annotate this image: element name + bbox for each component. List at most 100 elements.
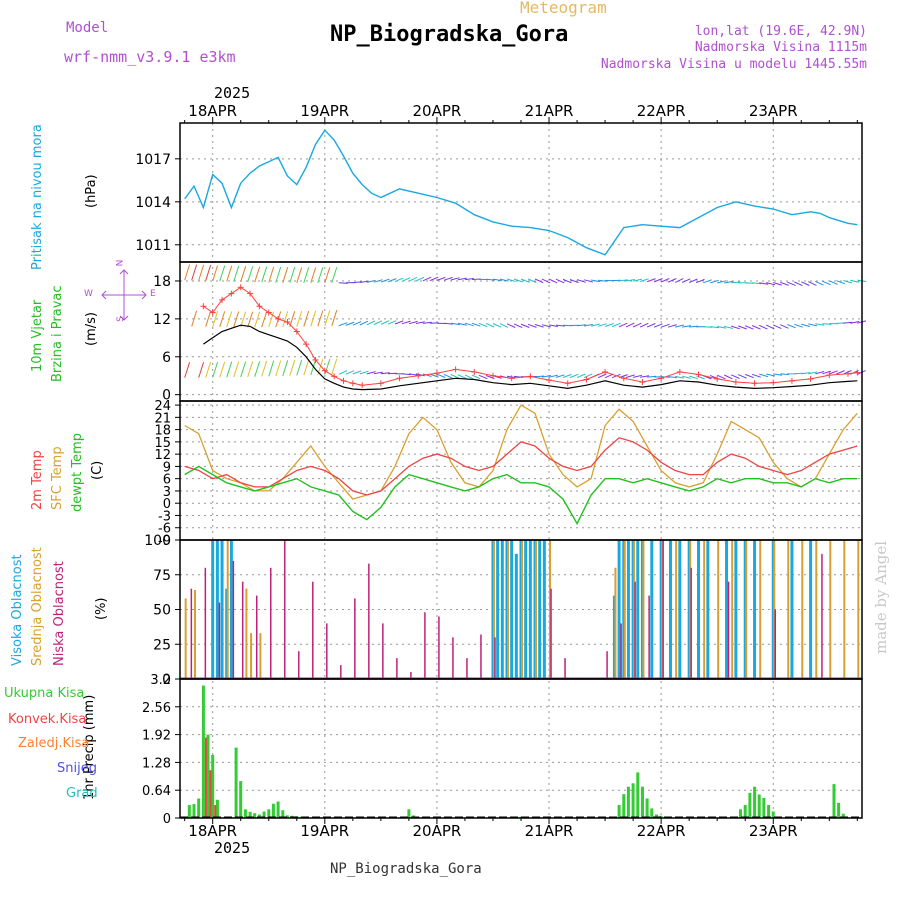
cloud-ytick-label: 100 xyxy=(144,533,171,549)
wind-ytick-label: 6 xyxy=(162,350,171,366)
wind-arrow xyxy=(387,278,397,283)
wind-arrow xyxy=(660,323,670,328)
wind-arrow xyxy=(541,278,551,284)
precip-ytick-label: 1.92 xyxy=(142,729,171,744)
wind-arrow xyxy=(667,324,677,328)
date-label-bottom: 19APR xyxy=(300,822,349,840)
wind-arrow xyxy=(422,276,432,282)
wind-arrow xyxy=(590,323,600,327)
wind-arrow xyxy=(464,278,474,281)
wind-arrow xyxy=(464,374,474,380)
wind-arrow xyxy=(577,324,587,327)
wind-arrow xyxy=(815,323,825,326)
wind-arrow xyxy=(401,277,411,282)
wind-gust-markers xyxy=(200,284,861,389)
wind-arrow xyxy=(331,358,338,375)
wind-arrow xyxy=(829,280,838,285)
wind-arrow xyxy=(275,266,282,283)
precip-convective-bar xyxy=(204,737,207,818)
precip-total-bar xyxy=(631,783,635,819)
wind-arrow xyxy=(282,311,289,328)
wind-arrow xyxy=(226,265,233,282)
wind-arrow xyxy=(710,326,720,329)
wind-arrow xyxy=(219,265,226,282)
wind-arrow xyxy=(436,276,446,281)
wind-arrow xyxy=(723,374,733,380)
wind-arrow xyxy=(408,373,418,376)
cloud-series-1 xyxy=(184,540,860,679)
wind-arrow xyxy=(646,323,656,328)
wind-arrow xyxy=(794,323,803,328)
wind-arrow xyxy=(520,278,530,283)
precip-total-bar xyxy=(206,734,210,818)
wind-arrow xyxy=(646,278,656,283)
temp-2m-line xyxy=(184,437,858,496)
wind-arrow xyxy=(548,278,558,284)
wind-arrow xyxy=(801,372,811,375)
wind-arrow xyxy=(548,374,558,378)
wind-arrow xyxy=(689,375,698,380)
wind-arrow xyxy=(724,280,734,284)
wind-arrow xyxy=(219,361,226,378)
wind-arrow xyxy=(324,358,331,375)
wind-arrow xyxy=(478,374,488,380)
wind-arrow xyxy=(478,322,488,328)
model-label: Model xyxy=(66,20,109,36)
wind-arrow xyxy=(625,374,635,378)
wind-arrow xyxy=(787,324,796,329)
wind-arrow xyxy=(338,322,348,327)
precip-total-bar xyxy=(257,814,261,818)
wind-arrow xyxy=(443,277,453,281)
wind-arrow xyxy=(822,280,831,286)
wind-arrow xyxy=(836,370,845,375)
wind-arrow xyxy=(716,374,726,380)
wind-arrow xyxy=(688,278,698,284)
wind-arrow xyxy=(801,281,810,286)
precip-total-bar xyxy=(262,811,266,818)
precip-total-bar xyxy=(767,805,771,818)
wind-arrow xyxy=(843,370,852,375)
wind-arrow xyxy=(338,282,348,284)
wind-arrow xyxy=(597,323,607,327)
precip-total-bar xyxy=(243,809,247,818)
wind-arrow xyxy=(226,311,233,328)
wind-arrow xyxy=(780,281,789,286)
precip-total-bar xyxy=(622,794,626,818)
wind-arrow xyxy=(380,320,390,325)
wind-arrow xyxy=(247,361,254,378)
wind-arrow xyxy=(808,371,818,375)
precip-convective-bar xyxy=(214,805,217,818)
wind-arrow xyxy=(710,279,719,284)
wind-arrow xyxy=(212,361,219,378)
precip-total-bar xyxy=(636,772,640,818)
wind-arrow xyxy=(464,322,474,327)
wind-arrow xyxy=(632,278,643,282)
wind-arrow xyxy=(583,373,593,379)
precip-total-bar xyxy=(281,810,285,818)
precip-total-bar xyxy=(626,786,630,818)
wind-arrow xyxy=(289,267,296,283)
wind-arrow xyxy=(457,277,467,281)
precip-total-bar xyxy=(285,815,289,818)
date-label-top: 20APR xyxy=(413,102,462,120)
precip-total-bar xyxy=(743,805,747,818)
wind-arrow xyxy=(380,372,390,375)
wind-arrow xyxy=(773,282,782,286)
wind-arrow xyxy=(780,373,790,376)
wind-arrow xyxy=(408,320,418,325)
wind-arrow xyxy=(254,311,261,328)
wind-arrow xyxy=(415,276,425,282)
wind-arrow xyxy=(667,278,677,283)
precip-total-bar xyxy=(753,786,757,818)
wind-arrow xyxy=(303,310,310,327)
wind-arrow xyxy=(184,264,191,281)
wind-arrow xyxy=(562,278,572,284)
wind-arrow xyxy=(310,267,317,284)
wind-arrow xyxy=(268,266,275,283)
precip-total-bar xyxy=(748,792,752,818)
compass-arrows-icon xyxy=(101,269,147,321)
wind-arrow xyxy=(717,280,727,284)
wind-arrow xyxy=(850,321,860,324)
precip-total-bar xyxy=(739,809,742,818)
year-top: 2025 xyxy=(214,84,251,102)
